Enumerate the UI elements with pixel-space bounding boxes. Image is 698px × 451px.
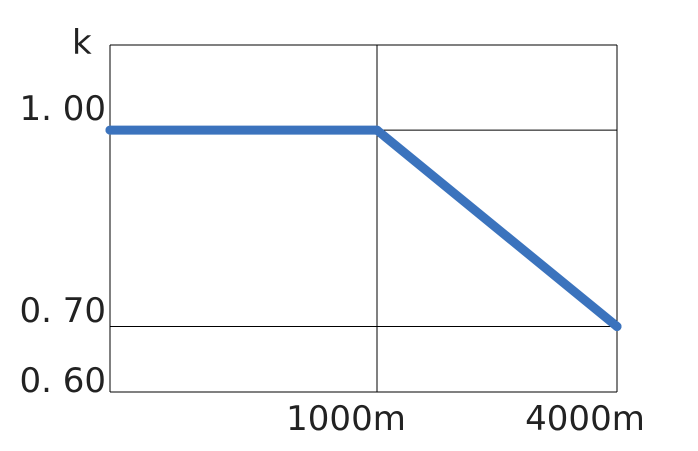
data-point-0	[105, 125, 115, 135]
data-point-1	[372, 125, 382, 135]
grid	[109, 44, 618, 393]
y-axis-label: k	[72, 23, 92, 63]
x-tick-label-1000m: 1000m	[286, 399, 406, 439]
y-tick-label-0-60: 0. 60	[19, 361, 106, 401]
x-tick-label-4000m: 4000m	[525, 399, 645, 439]
y-tick-label-0-70: 0. 70	[19, 291, 106, 331]
labels-layer: k 1. 00 0. 70 0. 60 1000m 4000m	[19, 23, 644, 439]
series-layer	[105, 125, 622, 332]
data-point-2	[612, 322, 622, 332]
y-tick-label-1-00: 1. 00	[19, 89, 106, 129]
series-line-0	[105, 125, 622, 332]
